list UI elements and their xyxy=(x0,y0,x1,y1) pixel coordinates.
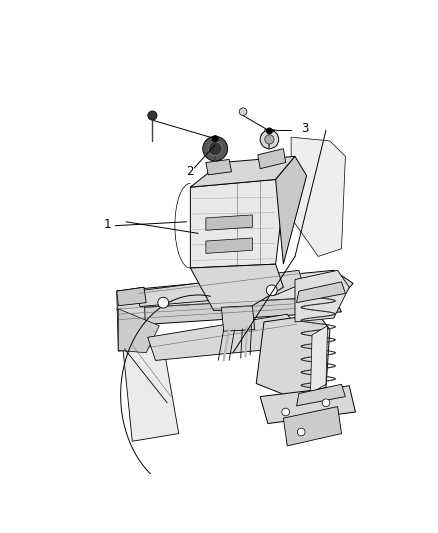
Polygon shape xyxy=(136,270,303,306)
Polygon shape xyxy=(117,287,146,306)
Polygon shape xyxy=(256,314,330,399)
Circle shape xyxy=(282,408,290,416)
Polygon shape xyxy=(118,309,159,353)
Polygon shape xyxy=(258,149,286,168)
Circle shape xyxy=(212,135,218,142)
Polygon shape xyxy=(311,326,328,393)
Polygon shape xyxy=(206,159,231,175)
Circle shape xyxy=(265,135,274,144)
Polygon shape xyxy=(297,384,346,406)
Circle shape xyxy=(297,428,305,436)
Circle shape xyxy=(158,297,169,308)
Polygon shape xyxy=(191,156,295,187)
Polygon shape xyxy=(148,314,299,360)
Polygon shape xyxy=(283,407,342,446)
Polygon shape xyxy=(117,296,342,326)
Polygon shape xyxy=(291,137,346,256)
Polygon shape xyxy=(117,270,353,309)
Circle shape xyxy=(148,111,157,120)
Polygon shape xyxy=(206,215,252,230)
Circle shape xyxy=(266,285,277,296)
Circle shape xyxy=(260,130,279,149)
Circle shape xyxy=(266,128,272,134)
Circle shape xyxy=(208,142,222,156)
Circle shape xyxy=(203,136,228,161)
Circle shape xyxy=(322,399,330,407)
Circle shape xyxy=(239,108,247,116)
Text: 1: 1 xyxy=(104,219,111,231)
Polygon shape xyxy=(117,287,146,351)
Polygon shape xyxy=(276,156,307,264)
Polygon shape xyxy=(123,345,179,441)
Polygon shape xyxy=(191,180,283,268)
Polygon shape xyxy=(260,386,356,424)
Text: 2: 2 xyxy=(186,165,193,178)
Polygon shape xyxy=(191,264,283,310)
Polygon shape xyxy=(295,270,349,322)
Polygon shape xyxy=(221,306,255,331)
Text: 3: 3 xyxy=(301,122,309,135)
Polygon shape xyxy=(297,282,346,303)
Polygon shape xyxy=(206,238,252,253)
